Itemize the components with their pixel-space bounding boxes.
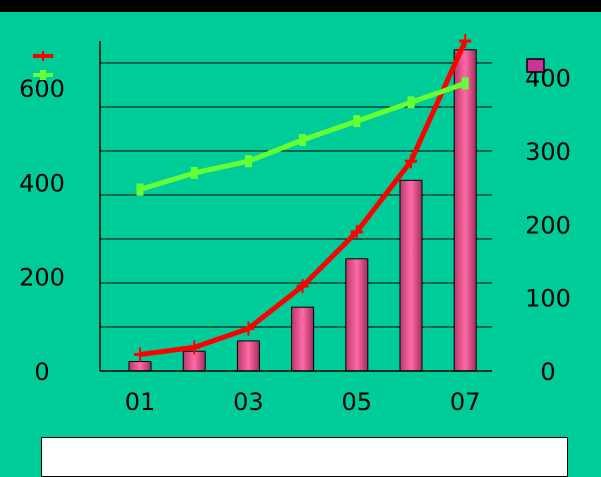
- gridlines: [100, 62, 492, 328]
- red-line-point-04: [296, 279, 309, 294]
- red-line-point-03: [242, 321, 255, 336]
- green-line-point-07: [461, 77, 469, 90]
- green-line-point-01: [136, 183, 144, 196]
- caption-box: [41, 437, 568, 477]
- legend-green-line: [33, 70, 53, 80]
- x-tick-label: 07: [450, 388, 481, 416]
- line-series-green: [136, 77, 469, 196]
- left-tick-label: 0: [34, 358, 49, 386]
- bar-06: [399, 179, 423, 372]
- red-line-point-06: [405, 154, 417, 169]
- right-tick-label: 300: [525, 138, 571, 166]
- green-line-point-02: [190, 167, 198, 179]
- left-tick-label: 400: [19, 169, 65, 197]
- bar-03: [236, 340, 260, 372]
- legend-bar-swatch: [526, 58, 545, 73]
- bar-05: [345, 258, 369, 372]
- top-bar: [0, 0, 601, 12]
- green-line-point-04: [299, 134, 307, 146]
- red-line-point-05: [350, 224, 363, 239]
- bar-04: [291, 306, 315, 372]
- x-axis-tick-labels: 01 03 05 07: [125, 388, 481, 416]
- red-line-point-07: [459, 34, 472, 48]
- left-tick-label: 200: [19, 264, 65, 292]
- green-line-point-06: [407, 96, 415, 109]
- legend-red-line: [33, 51, 53, 61]
- green-line-point-05: [353, 115, 361, 128]
- line-series-red: [134, 34, 472, 362]
- bar-07: [453, 49, 477, 372]
- green-line-point-03: [244, 155, 252, 168]
- x-tick-label: 05: [342, 388, 373, 416]
- bar-series: [128, 49, 477, 372]
- x-tick-label: 03: [233, 388, 264, 416]
- bar-01: [128, 361, 152, 372]
- x-tick-label: 01: [125, 388, 156, 416]
- right-tick-label: 100: [525, 285, 571, 313]
- red-line-point-02: [188, 340, 201, 355]
- right-tick-label: 200: [525, 211, 571, 239]
- red-line-point-01: [134, 347, 146, 362]
- right-tick-label: 0: [540, 358, 555, 386]
